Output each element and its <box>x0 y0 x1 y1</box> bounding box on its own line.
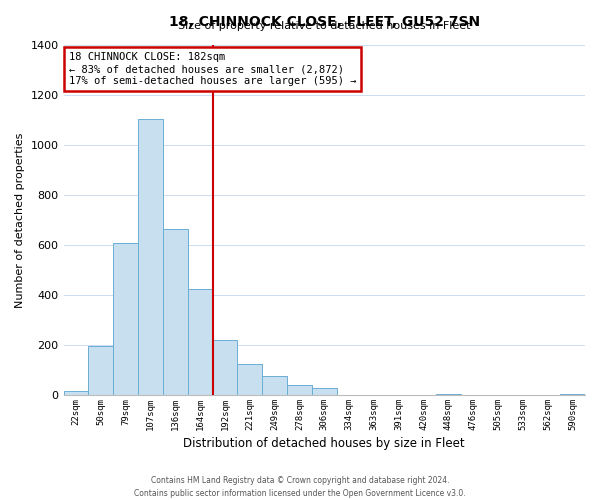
Bar <box>287 385 312 395</box>
Bar <box>113 242 138 395</box>
Bar <box>64 392 88 395</box>
Title: 18, CHINNOCK CLOSE, FLEET, GU52 7SN: 18, CHINNOCK CLOSE, FLEET, GU52 7SN <box>169 15 480 29</box>
Bar <box>312 388 337 395</box>
Bar <box>238 364 262 395</box>
Bar <box>188 289 212 395</box>
Text: Contains HM Land Registry data © Crown copyright and database right 2024.
Contai: Contains HM Land Registry data © Crown c… <box>134 476 466 498</box>
Bar <box>138 119 163 395</box>
Bar <box>163 229 188 395</box>
Bar <box>212 340 238 395</box>
Bar <box>88 346 113 395</box>
Y-axis label: Number of detached properties: Number of detached properties <box>15 132 25 308</box>
Bar <box>436 394 461 395</box>
Text: 18 CHINNOCK CLOSE: 182sqm
← 83% of detached houses are smaller (2,872)
17% of se: 18 CHINNOCK CLOSE: 182sqm ← 83% of detac… <box>69 52 356 86</box>
X-axis label: Distribution of detached houses by size in Fleet: Distribution of detached houses by size … <box>184 437 465 450</box>
Bar <box>560 394 585 395</box>
Bar <box>262 376 287 395</box>
Text: Size of property relative to detached houses in Fleet: Size of property relative to detached ho… <box>178 22 470 32</box>
